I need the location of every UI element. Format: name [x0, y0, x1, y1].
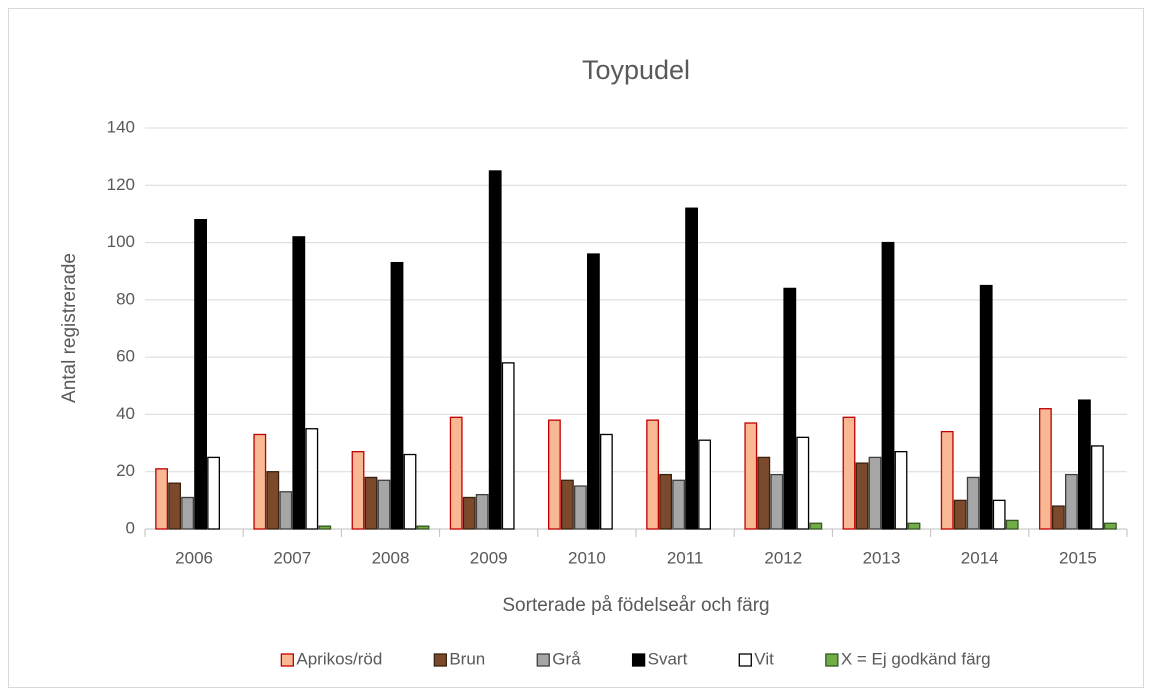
bar: [587, 253, 600, 530]
bar: [966, 476, 980, 530]
bar: [181, 496, 195, 530]
legend-swatch: [280, 653, 295, 667]
bar: [561, 479, 574, 530]
bar: [548, 419, 561, 530]
bar: [685, 207, 698, 530]
bar: [894, 451, 908, 530]
bar: [881, 241, 895, 530]
bar: [155, 468, 169, 530]
legend-swatch: [433, 653, 447, 667]
y-axis-label: Antal registrerade: [59, 253, 80, 403]
bar: [659, 473, 672, 530]
bar: [783, 287, 797, 530]
bar: [390, 261, 404, 530]
bar: [207, 456, 221, 530]
legend-label: Grå: [552, 649, 581, 668]
bar: [292, 236, 306, 530]
bar: [501, 362, 515, 530]
bar: [462, 496, 476, 530]
x-tick-label: 2008: [372, 548, 410, 567]
bar: [646, 419, 659, 530]
bar: [868, 456, 882, 530]
y-tick-label: 0: [126, 518, 135, 537]
bar: [600, 433, 613, 530]
x-tick-label: 2014: [961, 548, 999, 567]
bar: [377, 479, 391, 530]
bar: [364, 476, 378, 530]
x-tick-label: 2006: [175, 548, 213, 567]
bar: [907, 522, 921, 530]
bar: [416, 525, 430, 530]
bar: [698, 439, 711, 530]
bar: [1091, 445, 1104, 530]
bar: [940, 430, 954, 530]
chart-title: Toypudel: [582, 55, 690, 85]
legend-label: X = Ej godkänd färg: [841, 649, 991, 668]
x-axis-label: Sorterade på födelseår och färg: [502, 595, 769, 616]
bar: [842, 416, 856, 530]
y-tick-label: 80: [116, 289, 135, 308]
bar: [796, 436, 810, 530]
bar: [953, 499, 967, 530]
y-tick-label: 20: [116, 461, 135, 480]
legend-label: Brun: [449, 649, 485, 668]
bar: [403, 453, 417, 530]
bar: [253, 433, 267, 530]
y-tick-label: 60: [116, 347, 135, 366]
y-tick-label: 140: [107, 117, 135, 136]
x-tick-label: 2013: [863, 548, 901, 567]
bar: [194, 219, 208, 530]
bar: [574, 485, 587, 530]
bar: [770, 473, 784, 530]
bar: [1078, 399, 1091, 530]
x-tick-label: 2009: [470, 548, 508, 567]
x-tick-label: 2010: [568, 548, 606, 567]
bar: [744, 422, 758, 530]
bar: [475, 493, 489, 530]
bar: [1065, 473, 1078, 530]
x-tick-label: 2007: [273, 548, 311, 567]
x-tick-label: 2011: [667, 548, 704, 567]
bar: [855, 462, 869, 530]
legend-label: Vit: [754, 649, 774, 668]
bar: [266, 471, 280, 530]
legend-swatch: [738, 653, 752, 667]
bar: [979, 284, 993, 530]
bar: [305, 428, 319, 530]
x-tick-label: 2015: [1059, 548, 1097, 567]
bar: [672, 479, 685, 530]
bar: [279, 491, 293, 530]
y-tick-label: 100: [107, 232, 135, 251]
chart-border: [8, 8, 1144, 688]
legend-swatch: [825, 653, 839, 667]
y-tick-label: 40: [116, 404, 135, 423]
x-tick-label: 2012: [764, 548, 802, 567]
legend-swatch: [631, 653, 646, 667]
legend-swatch: [536, 653, 550, 667]
bar: [449, 416, 463, 530]
legend: Aprikos/röd Brun Grå Svart Vit X = Ej godkänd…: [280, 649, 991, 668]
bar: [1104, 522, 1117, 530]
bar: [318, 525, 332, 530]
bar: [168, 482, 182, 530]
bar: [1005, 519, 1019, 530]
bar: [809, 522, 823, 530]
y-tick-label: 120: [107, 175, 135, 194]
bar: [1052, 505, 1065, 530]
bar: [757, 456, 771, 530]
bar: [488, 170, 502, 530]
legend-label: Aprikos/röd: [296, 649, 382, 668]
legend-label: Svart: [648, 649, 688, 668]
bar: [1039, 408, 1052, 530]
bar: [351, 451, 365, 530]
bar: [992, 499, 1006, 530]
